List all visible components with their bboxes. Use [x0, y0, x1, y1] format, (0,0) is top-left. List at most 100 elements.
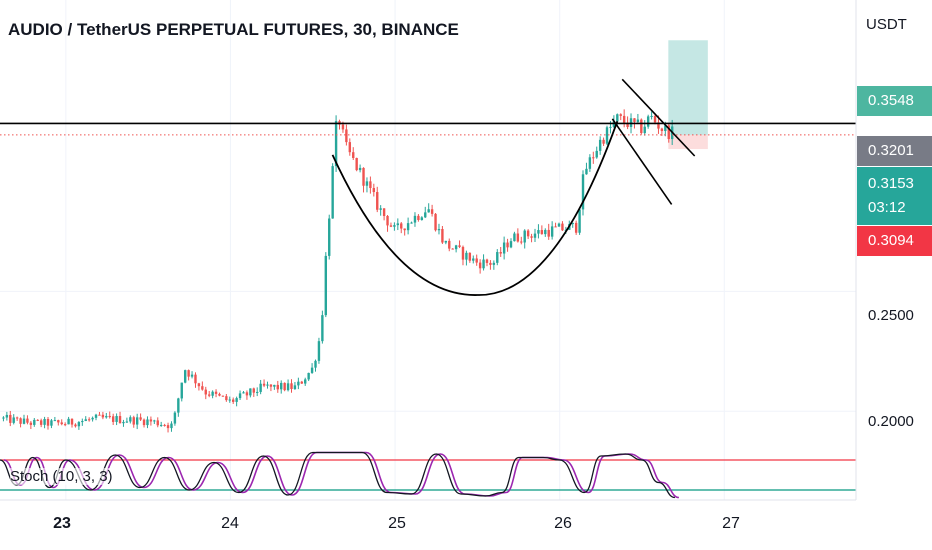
down-candle: [118, 416, 122, 424]
down-candle: [63, 424, 67, 426]
up-candle: [410, 222, 413, 224]
down-candle: [290, 383, 293, 389]
bar-countdown: 03:12: [868, 199, 906, 216]
last-price-badge: 0.3153 03:12: [857, 167, 932, 225]
down-candle: [448, 240, 451, 249]
down-candle: [376, 192, 379, 210]
up-candle: [571, 222, 574, 225]
down-candle: [382, 208, 386, 216]
up-candle: [286, 383, 290, 391]
down-candle: [245, 392, 249, 396]
up-candle: [616, 114, 619, 122]
up-candle: [125, 421, 129, 423]
stop-price-value: 0.3094: [868, 232, 914, 249]
down-candle: [516, 233, 520, 242]
down-candle: [626, 122, 629, 128]
stoch-d-line: [3, 451, 680, 499]
down-candle: [269, 384, 273, 387]
channel-upper-line: [621, 78, 696, 157]
down-candle: [547, 229, 550, 237]
down-candle: [204, 389, 207, 395]
up-candle: [310, 367, 314, 373]
up-candle: [211, 391, 214, 396]
up-candle: [523, 230, 526, 243]
up-candle: [115, 416, 118, 422]
up-candle: [228, 399, 231, 401]
down-candle: [451, 248, 454, 250]
stop-price-badge: 0.3094: [857, 226, 932, 256]
down-candle: [276, 384, 279, 390]
down-candle: [252, 388, 255, 393]
down-candle: [355, 157, 358, 171]
down-candle: [132, 417, 135, 425]
up-candle: [183, 370, 187, 383]
down-candle: [15, 417, 19, 419]
down-candle: [478, 262, 482, 269]
up-candle: [482, 259, 485, 269]
down-candle: [345, 129, 348, 143]
up-candle: [406, 223, 410, 231]
up-candle: [67, 418, 70, 425]
time-tick-label: 27: [722, 515, 740, 532]
down-candle: [499, 252, 502, 254]
down-candle: [29, 422, 33, 425]
time-tick-label: 25: [388, 515, 406, 532]
down-candle: [526, 230, 530, 237]
down-candle: [458, 245, 461, 247]
up-candle: [646, 116, 650, 127]
up-candle: [5, 414, 9, 418]
down-candle: [362, 167, 365, 186]
up-candle: [159, 424, 163, 426]
down-candle: [98, 414, 101, 416]
up-candle: [135, 417, 139, 425]
up-candle: [396, 223, 400, 226]
up-candle: [609, 126, 612, 128]
currency-label: USDT: [866, 16, 907, 33]
down-candle: [653, 115, 657, 123]
down-candle: [300, 381, 303, 384]
up-candle: [81, 421, 84, 423]
down-candle: [468, 252, 472, 261]
down-candle: [19, 418, 22, 424]
up-candle: [242, 392, 245, 394]
up-candle: [43, 418, 46, 425]
down-candle: [640, 119, 643, 134]
up-candle: [581, 174, 585, 210]
up-candle: [605, 127, 609, 144]
up-candle: [84, 419, 87, 422]
up-candle: [465, 252, 468, 260]
price-tick-label: 0.2500: [868, 307, 914, 324]
down-candle: [101, 414, 105, 418]
down-candle: [214, 391, 218, 394]
time-tick-label: 24: [221, 515, 239, 532]
up-candle: [146, 419, 149, 426]
down-candle: [221, 395, 225, 397]
up-candle: [22, 418, 26, 424]
down-candle: [619, 114, 622, 116]
down-candle: [39, 420, 43, 425]
up-candle: [557, 223, 561, 227]
up-candle: [314, 360, 317, 368]
price-tick-label: 0.2000: [868, 413, 914, 430]
down-candle: [36, 419, 39, 421]
up-candle: [177, 398, 180, 413]
up-candle: [427, 209, 430, 213]
up-candle: [2, 417, 5, 419]
stochastic-label[interactable]: Stoch (10, 3, 3): [10, 468, 113, 485]
up-candle: [256, 391, 259, 393]
down-candle: [348, 142, 352, 153]
target-zone: [668, 40, 708, 135]
up-candle: [444, 240, 448, 243]
time-tick-label: 26: [554, 515, 572, 532]
up-candle: [190, 374, 194, 377]
down-candle: [389, 225, 393, 227]
up-candle: [393, 225, 396, 227]
down-candle: [461, 246, 465, 260]
up-candle: [437, 229, 441, 231]
down-candle: [225, 396, 228, 401]
resistance-price-value: 0.3201: [868, 142, 914, 159]
down-candle: [592, 157, 595, 159]
up-candle: [293, 385, 297, 389]
down-candle: [87, 419, 91, 421]
